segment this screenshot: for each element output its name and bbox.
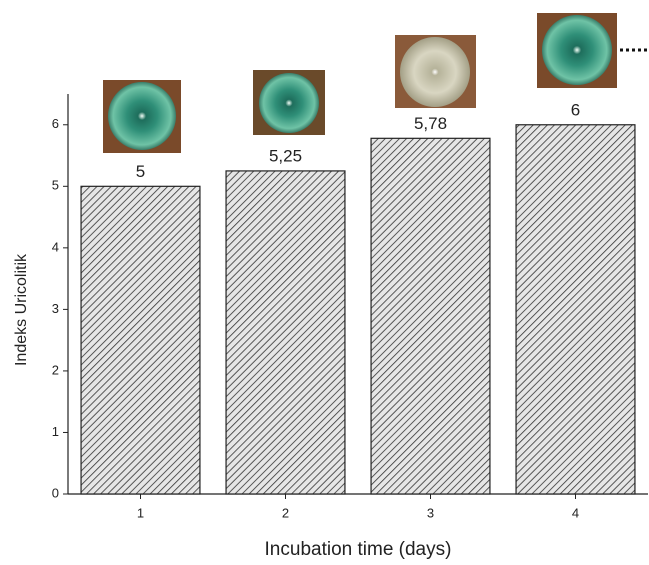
- y-tick-label: 6: [52, 116, 59, 131]
- bar: [371, 138, 490, 494]
- x-tick-label: 2: [282, 505, 289, 520]
- x-tick-label: 4: [572, 505, 579, 520]
- y-tick-label: 5: [52, 178, 59, 193]
- bar: [226, 171, 345, 494]
- y-tick-label: 0: [52, 485, 59, 500]
- value-label: 5,78: [414, 114, 447, 133]
- value-label: 5,25: [269, 146, 302, 165]
- dish: [259, 73, 319, 133]
- x-axis-label: Incubation time (days): [265, 539, 452, 560]
- x-tick-label: 1: [137, 505, 144, 520]
- value-label: 5: [136, 162, 145, 181]
- y-tick-label: 4: [52, 239, 59, 254]
- dish: [108, 82, 176, 150]
- dish: [400, 37, 470, 107]
- x-tick-label: 3: [427, 505, 434, 520]
- bar: [516, 125, 635, 494]
- chart: Indeks Uricolitik Incubation time (days)…: [0, 0, 649, 565]
- bar: [81, 186, 200, 494]
- dish: [542, 15, 612, 85]
- y-axis-label: Indeks Uricolitik: [13, 253, 30, 366]
- y-tick-label: 2: [52, 362, 59, 377]
- y-tick-label: 1: [52, 424, 59, 439]
- value-label: 6: [571, 100, 580, 119]
- y-tick-label: 3: [52, 301, 59, 316]
